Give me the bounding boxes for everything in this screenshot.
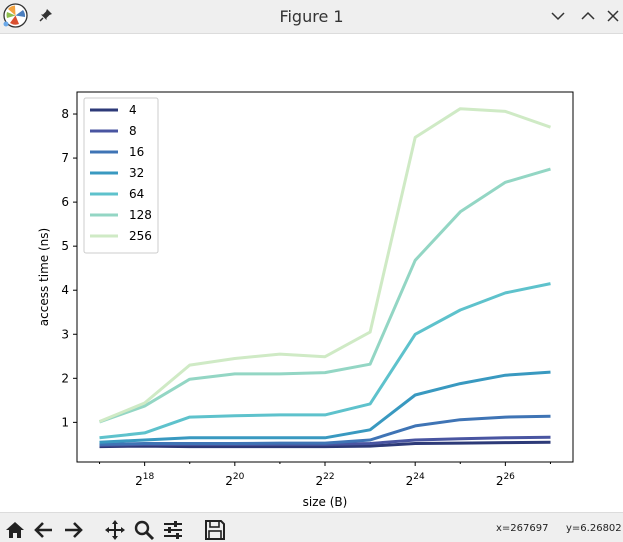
- y-axis-label: access time (ns): [37, 228, 51, 326]
- legend-label-4: 4: [129, 103, 137, 117]
- series-line-256: [98, 107, 551, 423]
- pan-icon[interactable]: [104, 519, 126, 541]
- series-line-64: [99, 282, 551, 440]
- series-line-128: [99, 167, 551, 424]
- y-coordinate-readout: y=6.26802: [566, 523, 622, 534]
- save-icon[interactable]: [204, 519, 226, 541]
- legend-label-256: 256: [129, 229, 152, 243]
- home-icon[interactable]: [4, 519, 26, 541]
- zoom-icon[interactable]: [133, 519, 155, 541]
- x-tick-label: 218: [135, 472, 154, 488]
- chevron-up-icon[interactable]: [580, 8, 596, 24]
- legend-label-64: 64: [129, 187, 144, 201]
- y-tick-label: 8: [61, 107, 69, 121]
- x-coordinate-readout: x=267697: [496, 523, 549, 534]
- x-tick-label: 226: [496, 472, 515, 488]
- window-title: Figure 1: [279, 7, 344, 26]
- y-tick-label: 4: [61, 283, 69, 297]
- x-tick-label: 220: [225, 472, 244, 488]
- figure-canvas[interactable]: 1 2 3 4 5 6 7 8 218 220 222 224 226 size (B) access ti…: [0, 34, 623, 512]
- y-tick-label: 2: [61, 371, 69, 385]
- y-tick-label: 6: [61, 195, 69, 209]
- matplotlib-logo-icon[interactable]: [3, 3, 28, 28]
- series-line-16: [99, 414, 551, 446]
- x-axis-label: size (B): [303, 495, 348, 509]
- y-tick-label: 7: [61, 151, 69, 165]
- y-tick-label: 3: [61, 327, 69, 341]
- x-tick-label: 224: [406, 472, 425, 488]
- pin-icon[interactable]: [38, 7, 54, 23]
- series-line-32: [99, 370, 551, 444]
- legend-label-32: 32: [129, 166, 144, 180]
- legend-label-16: 16: [129, 145, 144, 159]
- x-tick-label: 222: [315, 472, 334, 488]
- legend-label-8: 8: [129, 124, 137, 138]
- configure-subplots-icon[interactable]: [162, 519, 184, 541]
- window-titlebar: Figure 1: [0, 0, 623, 34]
- close-icon[interactable]: [605, 8, 621, 24]
- series-line-4: [99, 440, 551, 449]
- navigation-toolbar: x=267697 y=6.26802: [0, 512, 623, 542]
- back-arrow-icon[interactable]: [33, 519, 55, 541]
- y-tick-label: 5: [61, 239, 69, 253]
- line-chart: 1 2 3 4 5 6 7 8 218 220 222 224 226 size (B) access ti…: [37, 91, 574, 509]
- chevron-down-icon[interactable]: [550, 8, 566, 24]
- y-tick-label: 1: [61, 415, 69, 429]
- legend-label-128: 128: [129, 208, 152, 222]
- forward-arrow-icon[interactable]: [62, 519, 84, 541]
